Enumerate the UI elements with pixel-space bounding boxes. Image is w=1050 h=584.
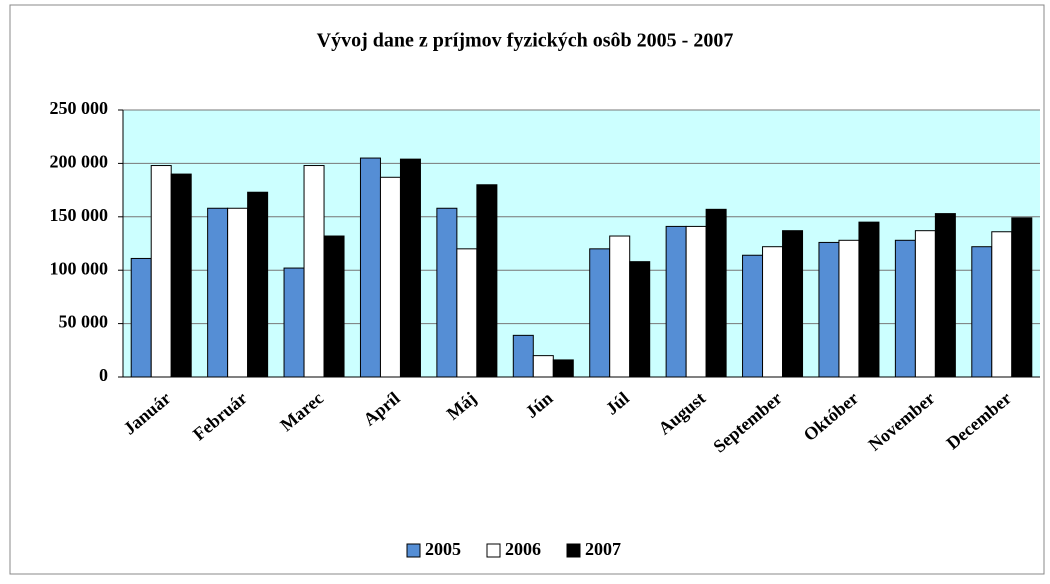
- y-tick-label: 200 000: [50, 152, 109, 172]
- bar: [782, 230, 804, 378]
- bar: [512, 334, 534, 378]
- chart-title: Vývoj dane z príjmov fyzických osôb 2005…: [317, 30, 734, 52]
- bar: [379, 176, 401, 378]
- bar: [934, 213, 956, 378]
- bar: [359, 157, 381, 378]
- bar: [150, 165, 172, 378]
- legend-label: 2005: [425, 539, 461, 559]
- y-tick-label: 50 000: [59, 312, 109, 332]
- bar: [991, 231, 1013, 378]
- y-tick-label: 150 000: [50, 205, 109, 225]
- bar: [532, 355, 554, 378]
- y-tick-label: 0: [99, 365, 108, 385]
- bar: [914, 230, 936, 378]
- bar: [1011, 217, 1033, 378]
- bar: [838, 239, 860, 378]
- y-tick-label: 100 000: [50, 258, 109, 278]
- bar: [247, 191, 269, 378]
- bar: [303, 165, 325, 378]
- bar: [436, 207, 458, 378]
- bar: [609, 235, 631, 378]
- bar: [762, 246, 784, 378]
- bar: [476, 184, 498, 378]
- legend-swatch: [566, 543, 581, 558]
- bar: [705, 208, 727, 378]
- bar: [456, 248, 478, 378]
- bar: [894, 239, 916, 378]
- legend-swatch: [486, 543, 501, 558]
- bar: [971, 246, 993, 378]
- bar: [665, 225, 687, 378]
- bar: [323, 235, 345, 378]
- bar: [399, 158, 421, 378]
- legend-label: 2007: [585, 539, 621, 559]
- bar: [283, 267, 305, 378]
- bar: [227, 207, 249, 378]
- bar: [858, 221, 880, 378]
- bar: [742, 254, 764, 378]
- bar: [552, 359, 574, 378]
- bar: [170, 173, 192, 378]
- legend-label: 2006: [505, 539, 541, 559]
- bar: [589, 248, 611, 378]
- legend-swatch: [406, 543, 421, 558]
- plot-area: [123, 110, 1040, 377]
- bar: [685, 225, 707, 378]
- bar: [130, 257, 152, 378]
- bar: [818, 241, 840, 378]
- y-tick-label: 250 000: [50, 98, 109, 118]
- bar: [207, 207, 229, 378]
- bar: [629, 261, 651, 378]
